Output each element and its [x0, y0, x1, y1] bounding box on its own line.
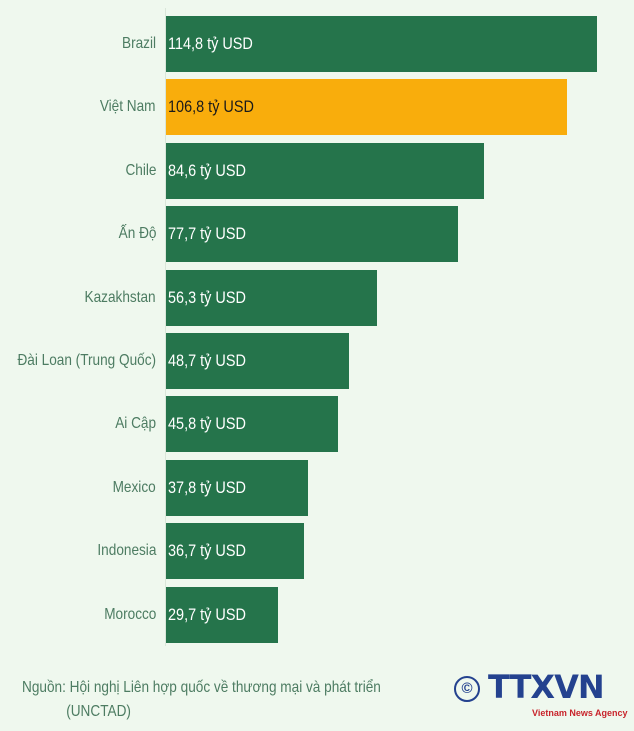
data-label: 114,8 tỷ USD: [168, 34, 253, 53]
bar: [166, 523, 304, 580]
category-label: Chile: [125, 161, 156, 179]
category-label: Mexico: [112, 478, 156, 496]
bar: [166, 586, 278, 643]
bar: [166, 459, 308, 516]
bar: [166, 79, 567, 136]
data-label: 106,8 tỷ USD: [168, 97, 254, 117]
bar: [166, 206, 458, 263]
source-line-1: Nguồn: Hội nghị Liên hợp quốc về thương …: [22, 679, 381, 696]
data-label: 45,8 tỷ USD: [168, 414, 246, 434]
category-label: Indonesia: [97, 542, 156, 560]
bar: [166, 333, 349, 389]
category-label: Việt Nam: [100, 98, 156, 116]
data-label: 48,7 tỷ USD: [168, 351, 246, 370]
data-label: 37,8 tỷ USD: [168, 477, 246, 497]
ttxvn-logo: © TTXVN Vietnam News Agency: [454, 670, 629, 722]
bar: [166, 16, 597, 72]
copyright-icon: ©: [454, 676, 480, 702]
category-label: Ấn Độ: [118, 225, 156, 243]
source-line-2: (UNCTAD): [66, 703, 131, 720]
category-label: Đài Loan (Trung Quốc): [17, 352, 156, 369]
logo-brand: TTXVN: [488, 668, 605, 706]
category-label: Morocco: [103, 605, 156, 623]
data-label: 36,7 tỷ USD: [168, 541, 246, 561]
category-label: Brazil: [121, 35, 156, 52]
logo-tagline: Vietnam News Agency: [532, 708, 628, 718]
source-note: Nguồn: Hội nghị Liên hợp quốc về thương …: [22, 676, 381, 724]
bar: [166, 142, 484, 199]
data-label: 29,7 tỷ USD: [168, 604, 246, 624]
category-label: Kazakhstan: [84, 288, 156, 306]
data-label: 77,7 tỷ USD: [168, 224, 246, 244]
data-label: 84,6 tỷ USD: [168, 160, 246, 180]
axis-line: [165, 8, 166, 646]
data-label: 56,3 tỷ USD: [168, 287, 246, 307]
bar: [166, 269, 378, 326]
category-label: Ai Cập: [115, 415, 156, 433]
bar: [166, 396, 338, 453]
